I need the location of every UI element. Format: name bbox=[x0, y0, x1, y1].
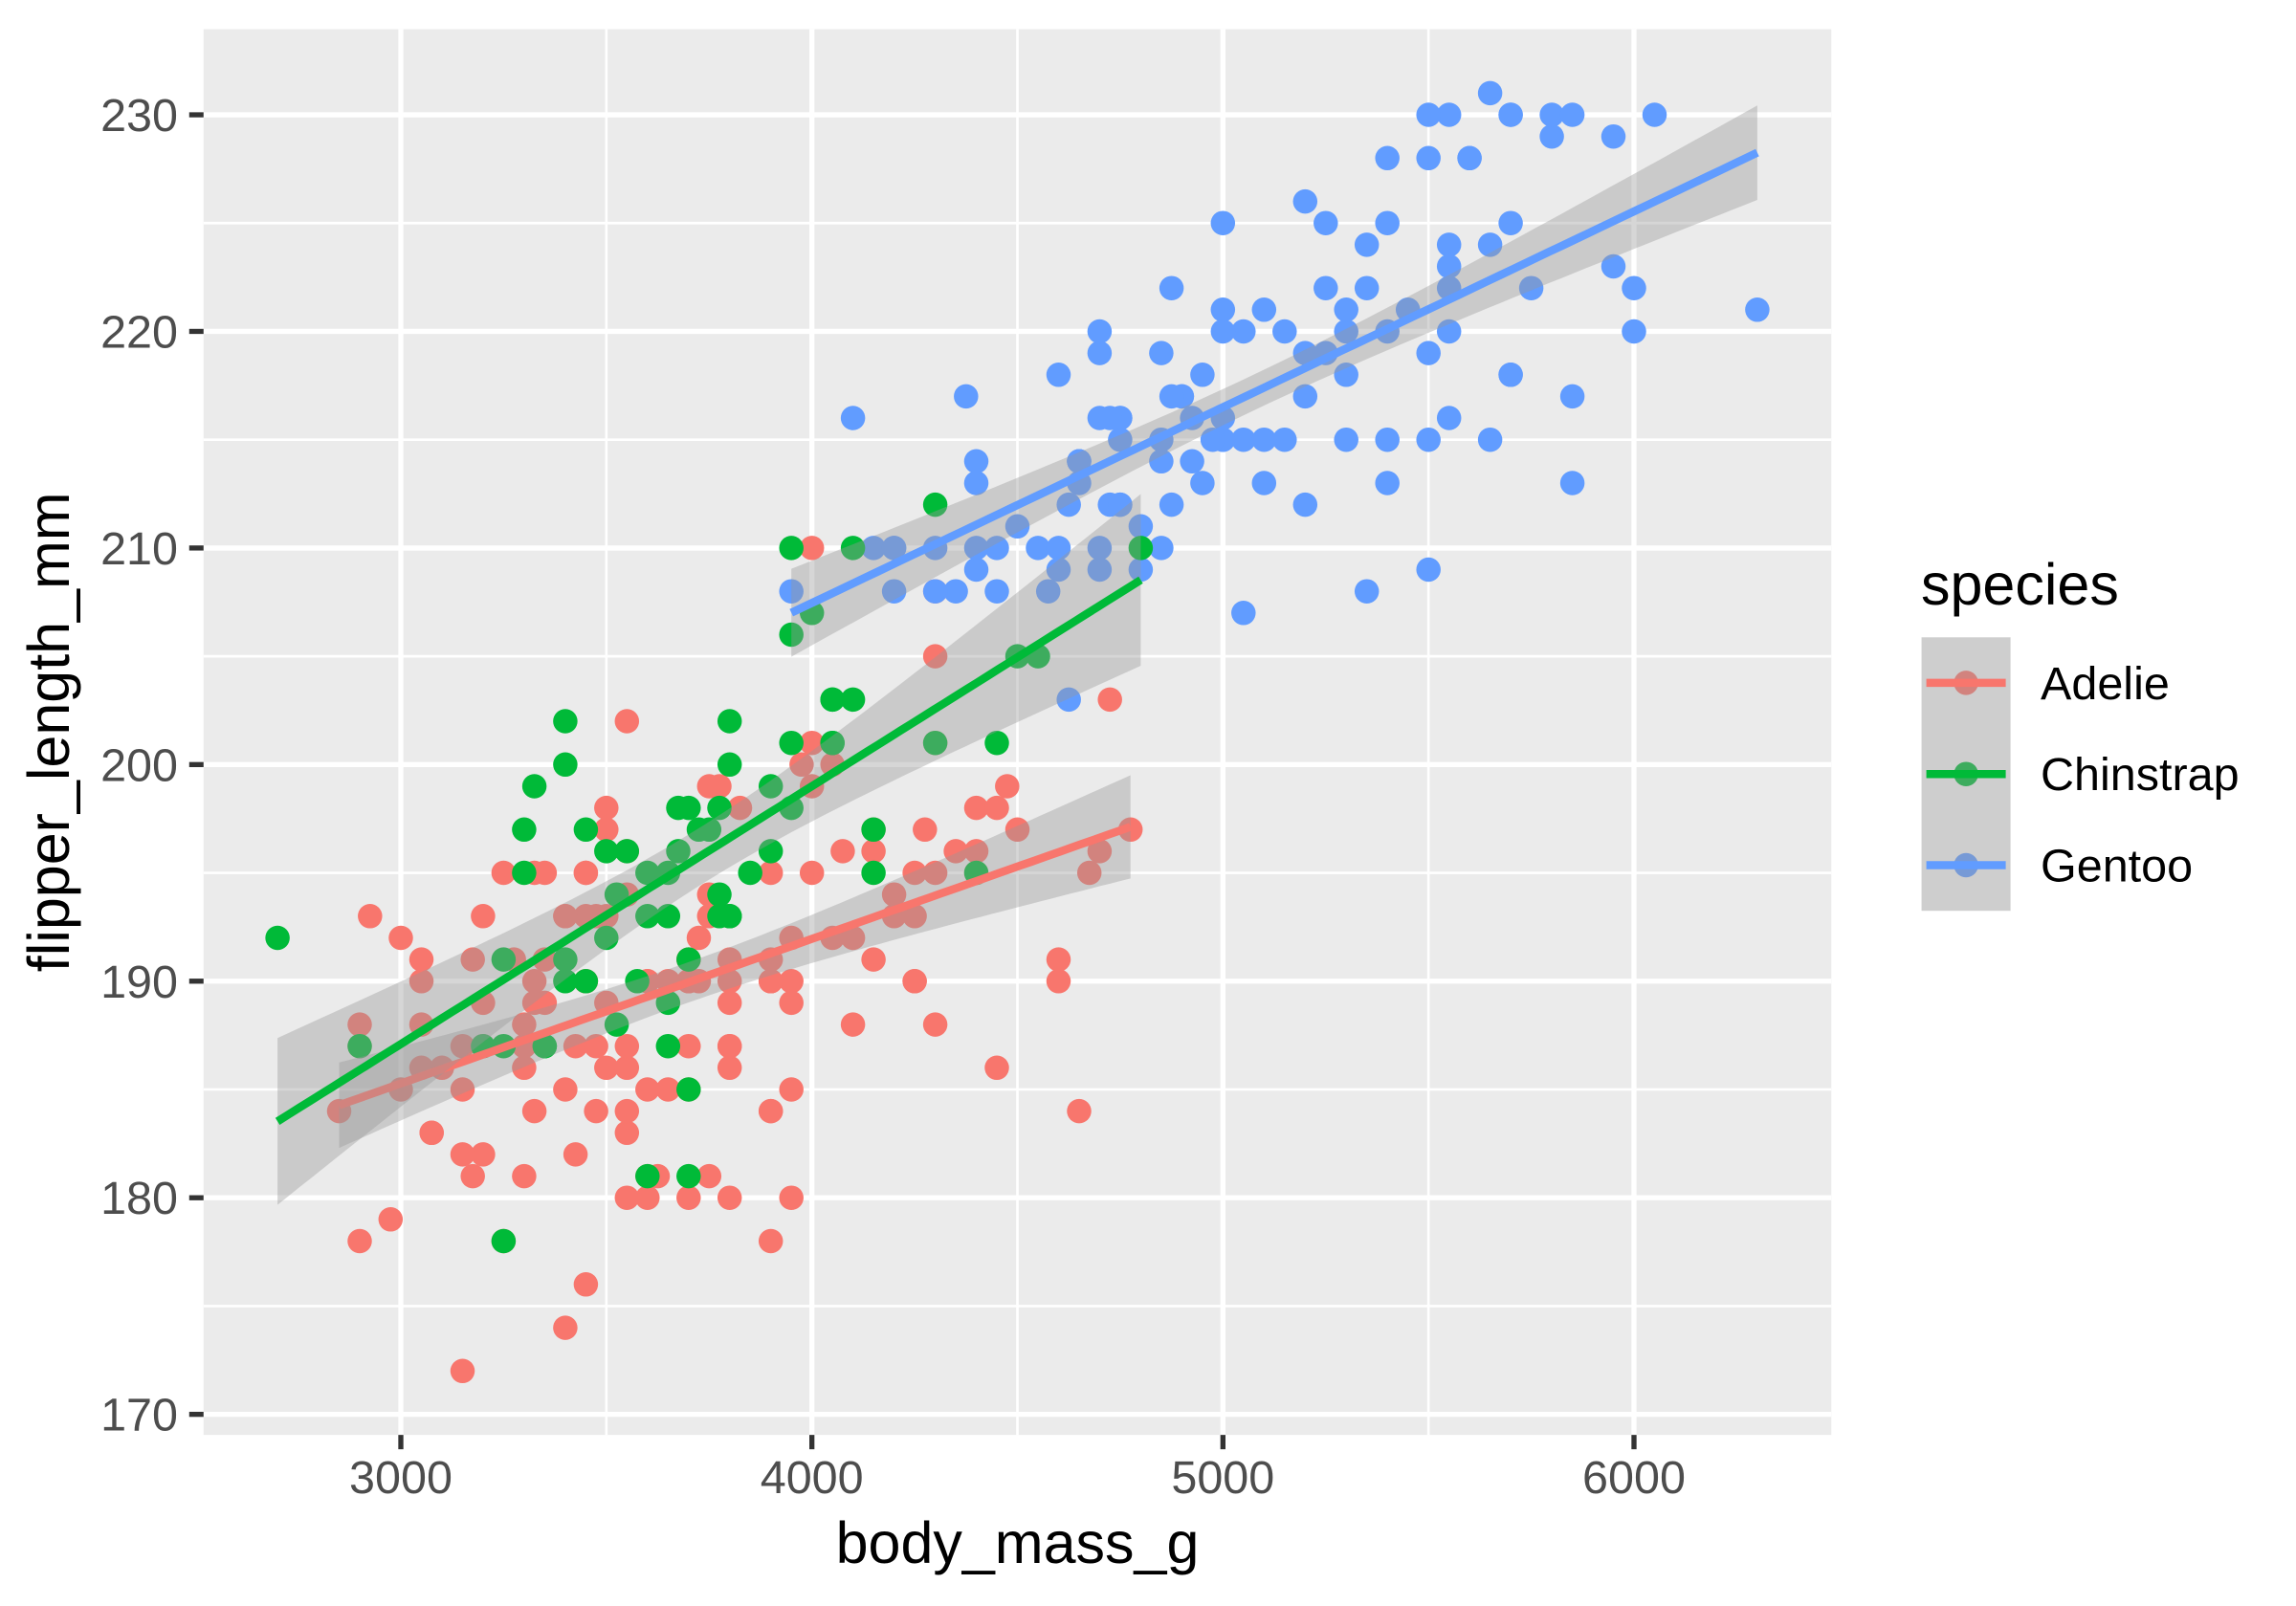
svg-text:body_mass_g: body_mass_g bbox=[836, 1510, 1200, 1575]
svg-text:190: 190 bbox=[100, 957, 178, 1008]
svg-text:Adelie: Adelie bbox=[2041, 658, 2170, 710]
svg-text:flipper_length_mm: flipper_length_mm bbox=[16, 492, 81, 972]
svg-text:6000: 6000 bbox=[1582, 1452, 1686, 1504]
svg-text:Gentoo: Gentoo bbox=[2041, 841, 2193, 892]
svg-text:230: 230 bbox=[100, 90, 178, 142]
svg-text:180: 180 bbox=[100, 1173, 178, 1224]
svg-text:5000: 5000 bbox=[1171, 1452, 1274, 1504]
svg-text:200: 200 bbox=[100, 739, 178, 791]
svg-text:220: 220 bbox=[100, 307, 178, 359]
svg-text:species: species bbox=[1921, 552, 2119, 617]
svg-text:4000: 4000 bbox=[761, 1452, 864, 1504]
svg-text:210: 210 bbox=[100, 523, 178, 575]
svg-text:Chinstrap: Chinstrap bbox=[2041, 749, 2240, 801]
svg-text:170: 170 bbox=[100, 1390, 178, 1441]
svg-text:3000: 3000 bbox=[349, 1452, 453, 1504]
